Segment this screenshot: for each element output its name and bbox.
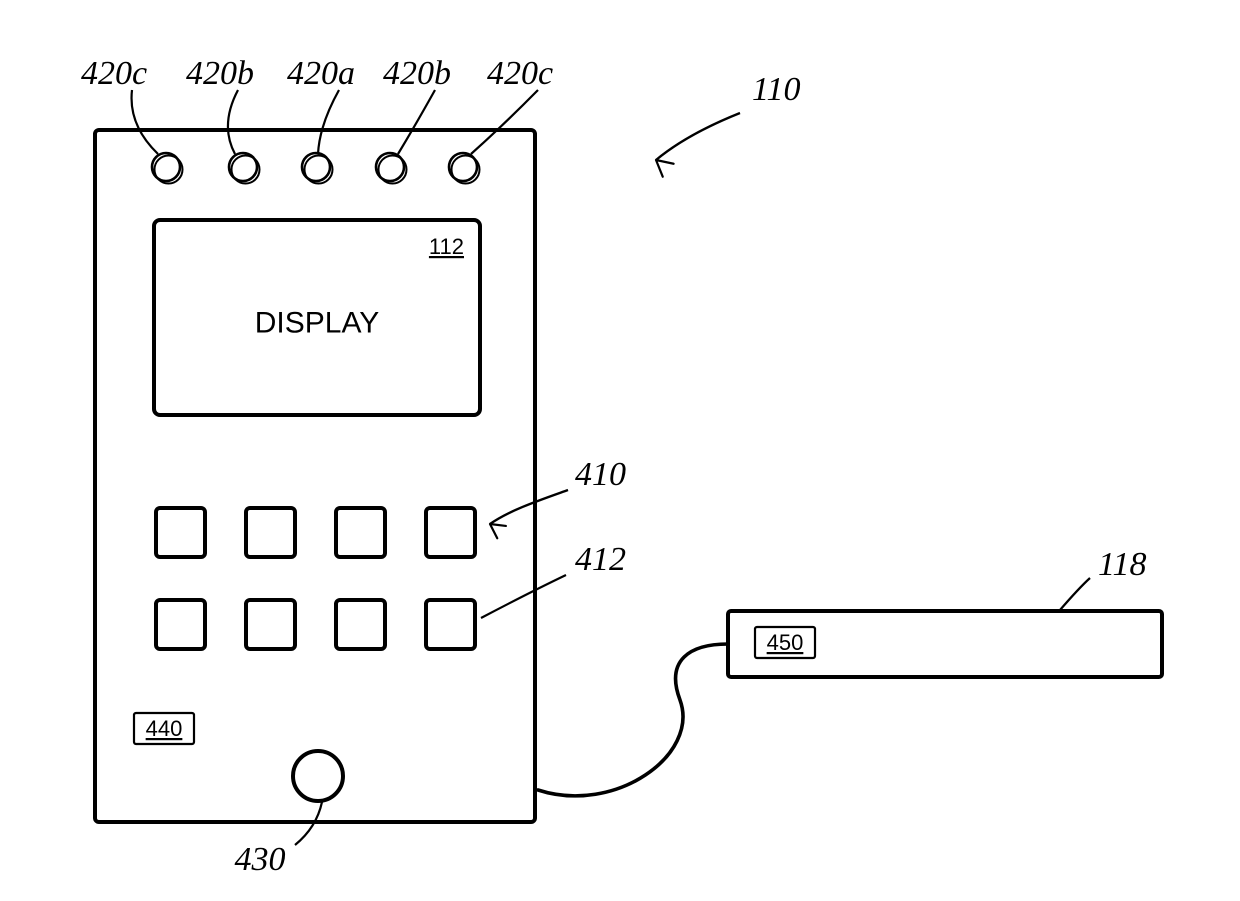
- display-label: DISPLAY: [255, 307, 380, 340]
- speaker-ref-label: 420c: [487, 55, 553, 92]
- keypad-button[interactable]: [246, 508, 295, 557]
- ref-118-leader: [1060, 578, 1090, 610]
- ref-410-label: 410: [575, 456, 626, 493]
- speaker-circle: [302, 153, 333, 184]
- ref-412-leader: [481, 575, 566, 618]
- ref-118-label: 118: [1098, 546, 1146, 583]
- keypad-button[interactable]: [246, 600, 295, 649]
- speaker-circle: [376, 153, 407, 184]
- speaker-ref-label: 420c: [81, 55, 147, 92]
- keypad-button[interactable]: [336, 600, 385, 649]
- speaker-leader: [132, 90, 158, 154]
- display-ref: 112: [429, 234, 464, 259]
- ref-110-label: 110: [752, 71, 800, 108]
- keypad-button[interactable]: [426, 508, 475, 557]
- speaker-leader: [318, 90, 339, 154]
- speaker-circle: [449, 153, 480, 184]
- speaker-ref-label: 420a: [287, 55, 355, 92]
- speaker-ref-label: 420b: [186, 55, 254, 92]
- speaker-circle: [152, 153, 183, 184]
- ref-430-label: 430: [235, 841, 286, 878]
- keypad-button[interactable]: [336, 508, 385, 557]
- badge-440-label: 440: [146, 716, 183, 741]
- ref-410-leader: [490, 490, 568, 524]
- speaker-leader: [398, 90, 435, 154]
- ref-412-label: 412: [575, 541, 626, 578]
- badge-450-label: 450: [767, 630, 804, 655]
- keypad-button[interactable]: [426, 600, 475, 649]
- keypad-button[interactable]: [156, 600, 205, 649]
- keypad-button[interactable]: [156, 508, 205, 557]
- speaker-leader: [471, 90, 538, 154]
- speaker-leader: [228, 90, 238, 154]
- cable: [538, 644, 728, 796]
- ref-110-leader: [656, 113, 740, 160]
- home-button[interactable]: [293, 751, 343, 801]
- speaker-circle: [229, 153, 260, 184]
- speaker-ref-label: 420b: [383, 55, 451, 92]
